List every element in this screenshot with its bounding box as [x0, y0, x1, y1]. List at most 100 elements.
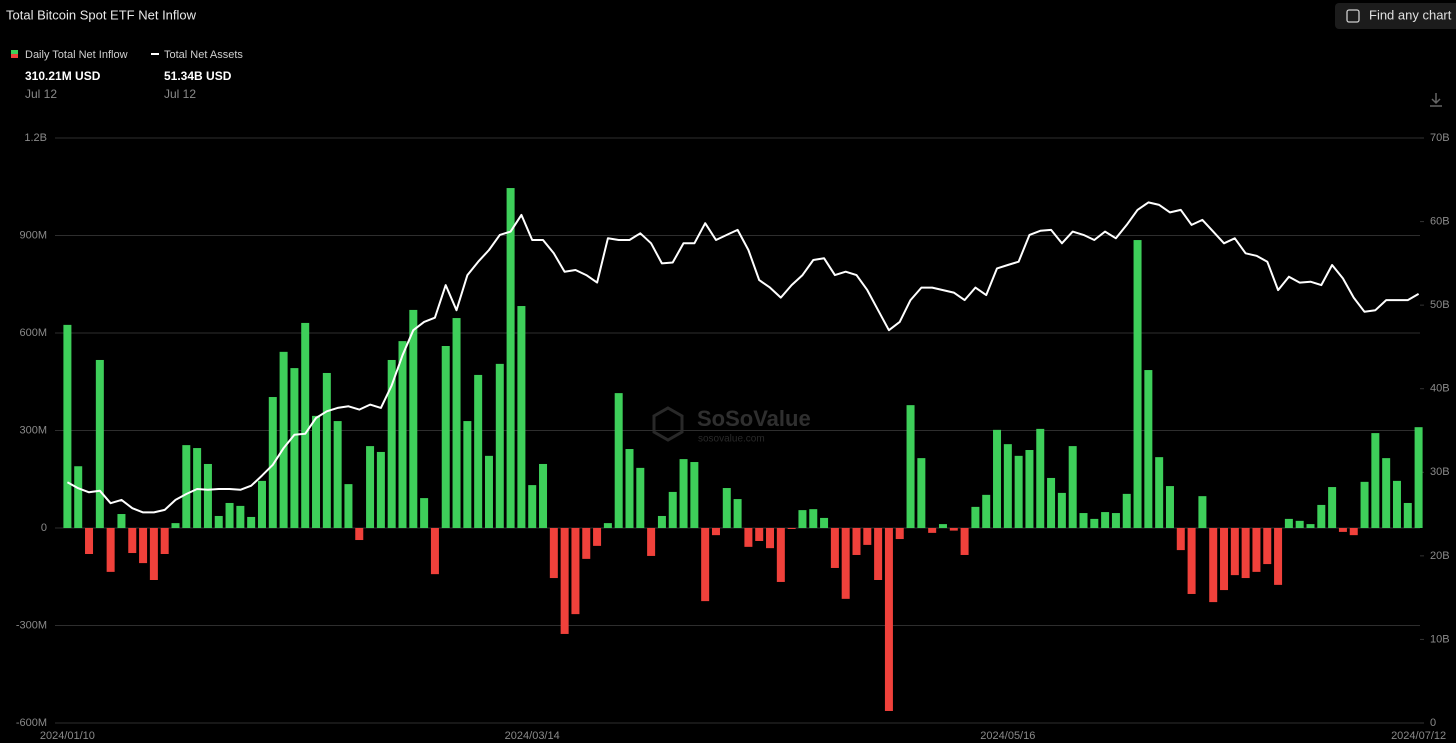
search-button-label[interactable]: Find any chart [1369, 7, 1452, 22]
bar [1317, 504, 1326, 528]
bar [1295, 520, 1304, 528]
bar [171, 523, 180, 528]
bar-series [63, 188, 1423, 711]
bar [993, 429, 1002, 528]
bar [1003, 444, 1012, 528]
watermark: SoSoValue sosovalue.com [652, 406, 811, 445]
bar [528, 485, 537, 528]
bar [247, 516, 256, 528]
bar [506, 188, 515, 529]
bar [1057, 492, 1066, 528]
calendar-icon[interactable] [1346, 9, 1360, 23]
y-tick-label: 0 [41, 522, 47, 534]
bar [539, 463, 548, 528]
legend-label[interactable]: Total Net Assets [164, 49, 243, 61]
bar [290, 368, 299, 528]
bar [971, 506, 980, 528]
bar [625, 449, 634, 528]
bar [982, 494, 991, 528]
search-button[interactable]: Find any chart [1335, 3, 1456, 29]
x-tick-label: 2024/05/16 [980, 730, 1035, 742]
bar [366, 446, 375, 528]
bar [938, 524, 947, 528]
legend-label[interactable]: Daily Total Net Inflow [25, 49, 128, 61]
bar [1306, 524, 1315, 528]
search-button-bg[interactable] [1335, 3, 1456, 29]
bar [906, 405, 915, 528]
bar [203, 463, 212, 528]
y2-tick-label: 20B [1430, 550, 1450, 562]
bar [214, 515, 223, 528]
bar [895, 528, 904, 540]
bar [1220, 528, 1229, 591]
line [66, 201, 1420, 514]
bar [312, 415, 321, 528]
bar [744, 528, 753, 547]
y2-tick-label: 40B [1430, 383, 1450, 395]
bar [1241, 528, 1250, 579]
bar [1014, 455, 1023, 528]
bar [1047, 477, 1056, 528]
bar [1144, 370, 1153, 528]
bar [1414, 427, 1423, 528]
bar [279, 351, 288, 528]
bar [95, 359, 104, 528]
bar [355, 528, 364, 541]
bar [376, 451, 385, 528]
bar [301, 322, 310, 528]
bar [593, 528, 602, 546]
bar [1176, 528, 1185, 551]
bar [106, 528, 115, 572]
bar [387, 359, 396, 528]
bar [236, 505, 245, 528]
bar [344, 484, 353, 528]
x-tick-label: 2024/01/10 [40, 730, 95, 742]
bar [582, 528, 591, 559]
x-tick-label: 2024/07/12 [1391, 730, 1446, 742]
bar [1338, 528, 1347, 532]
bar [225, 502, 234, 528]
bar [139, 528, 148, 564]
bar [549, 528, 558, 579]
download-glyph[interactable] [1430, 93, 1442, 107]
bar [614, 393, 623, 528]
bar [398, 341, 407, 528]
y2-tick-label: 70B [1430, 132, 1450, 144]
bar [1263, 528, 1272, 565]
bar [1252, 528, 1261, 572]
bar [809, 509, 818, 528]
bar [884, 528, 893, 711]
legend-latest-value: 310.21M USD [25, 69, 101, 83]
bar [1230, 528, 1239, 576]
bar [1403, 502, 1412, 528]
bar [1360, 481, 1369, 528]
bar [257, 480, 266, 528]
bar [1328, 487, 1337, 528]
legend-latest-date: Jul 12 [25, 87, 57, 101]
bar [830, 528, 839, 568]
bar [182, 445, 191, 528]
download-icon[interactable] [1430, 93, 1442, 107]
bar [722, 488, 731, 528]
bar [1349, 528, 1358, 536]
bar [1090, 518, 1099, 528]
legend: Daily Total Net Inflow 310.21M USD Jul 1… [11, 49, 243, 101]
y-tick-label: -600M [16, 717, 47, 729]
bar [960, 528, 969, 555]
bar [1392, 480, 1401, 528]
bar [1198, 496, 1207, 528]
x-tick-label: 2024/03/14 [505, 730, 560, 742]
bar [711, 528, 720, 536]
bar [560, 528, 569, 634]
bar [128, 528, 137, 554]
y2-tick-label: 50B [1430, 299, 1450, 311]
bar [766, 528, 775, 549]
bar [85, 528, 94, 554]
bar [409, 309, 418, 528]
bar [603, 523, 612, 528]
bar [322, 372, 331, 528]
bar [787, 528, 796, 529]
y2-tick-label: 10B [1430, 633, 1450, 645]
